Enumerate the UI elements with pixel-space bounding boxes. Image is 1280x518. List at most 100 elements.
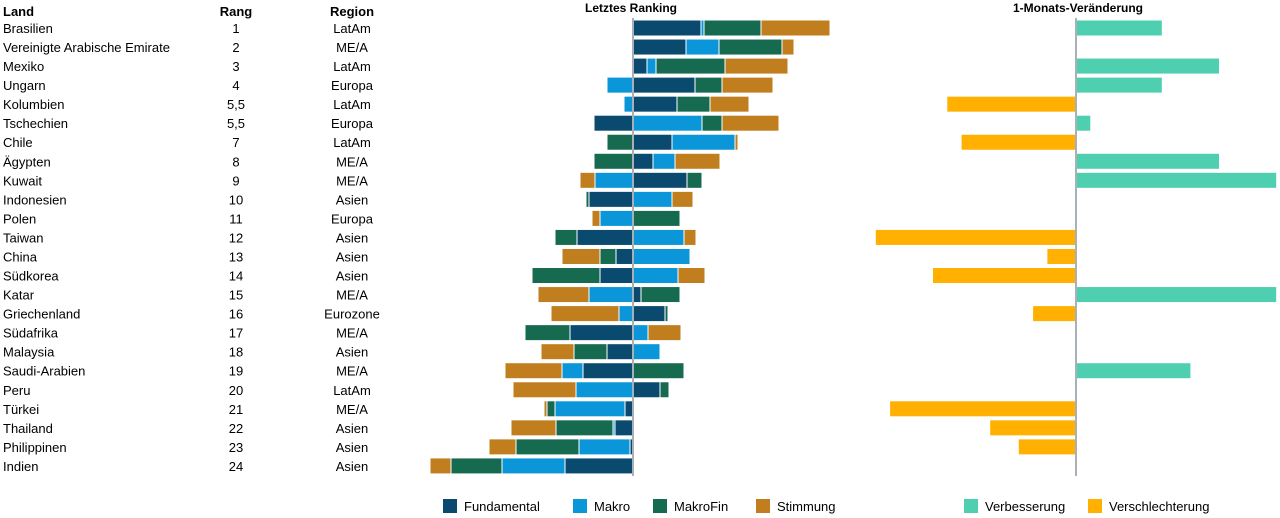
bar-makrofin bbox=[702, 115, 722, 131]
table-row: Chile 7 LatAm bbox=[3, 134, 1076, 150]
header-region: Region bbox=[330, 4, 374, 19]
land-label: Brasilien bbox=[3, 21, 53, 36]
rang-label: 9 bbox=[232, 173, 239, 188]
bar-fundamental bbox=[600, 268, 633, 284]
legend-label: MakroFin bbox=[674, 499, 728, 514]
region-label: LatAm bbox=[333, 59, 371, 74]
bar-stimmung bbox=[672, 191, 693, 207]
ranking-title: Letztes Ranking bbox=[585, 1, 677, 15]
bar-makro bbox=[672, 134, 735, 150]
bar-makro bbox=[633, 325, 648, 341]
bar-fundamental bbox=[633, 153, 653, 169]
change-bar-verschlechterung bbox=[990, 420, 1076, 436]
bar-stimmung bbox=[761, 20, 830, 36]
land-label: Chile bbox=[3, 135, 33, 150]
bar-stimmung bbox=[511, 420, 556, 436]
bar-stimmung bbox=[710, 96, 749, 112]
legend-label: Makro bbox=[594, 499, 630, 514]
table-row: Peru 20 LatAm bbox=[3, 382, 669, 398]
bar-makro bbox=[633, 115, 702, 131]
bar-makro bbox=[701, 20, 704, 36]
bar-fundamental bbox=[633, 172, 687, 188]
bar-makro bbox=[576, 382, 633, 398]
region-label: Asien bbox=[336, 192, 369, 207]
legend-label: Stimmung bbox=[777, 499, 836, 514]
bar-makro bbox=[633, 191, 672, 207]
region-label: Asien bbox=[336, 249, 369, 264]
change-bar-verschlechterung bbox=[933, 268, 1076, 284]
change-bar-verbesserung bbox=[1076, 287, 1277, 303]
bar-fundamental bbox=[633, 134, 672, 150]
region-label: LatAm bbox=[333, 97, 371, 112]
legend-item: MakroFin bbox=[653, 499, 728, 514]
rang-label: 5,5 bbox=[227, 97, 245, 112]
land-label: Kolumbien bbox=[3, 97, 64, 112]
bar-stimmung bbox=[541, 344, 574, 360]
land-label: Katar bbox=[3, 288, 35, 303]
land-label: Taiwan bbox=[3, 230, 43, 245]
rang-label: 16 bbox=[229, 307, 243, 322]
bar-stimmung bbox=[722, 115, 779, 131]
region-label: ME/A bbox=[336, 364, 368, 379]
bar-stimmung bbox=[430, 458, 451, 474]
land-label: Kuwait bbox=[3, 173, 42, 188]
rang-label: 12 bbox=[229, 230, 243, 245]
bar-fundamental bbox=[615, 420, 633, 436]
legend-item: Fundamental bbox=[443, 499, 540, 514]
rang-label: 24 bbox=[229, 459, 243, 474]
legend-swatch bbox=[1088, 499, 1102, 513]
change-bar-verbesserung bbox=[1076, 58, 1219, 74]
bar-makro bbox=[502, 458, 565, 474]
legend-swatch bbox=[756, 499, 770, 513]
bar-makrofin bbox=[594, 153, 633, 169]
bar-fundamental bbox=[570, 325, 633, 341]
land-label: Philippinen bbox=[3, 440, 67, 455]
legend-swatch bbox=[443, 499, 457, 513]
bar-stimmung bbox=[722, 77, 773, 93]
bar-makrofin bbox=[633, 363, 684, 379]
legend-item: Stimmung bbox=[756, 499, 836, 514]
bar-makrofin bbox=[656, 58, 725, 74]
region-label: Asien bbox=[336, 345, 369, 360]
bar-fundamental bbox=[633, 20, 701, 36]
bar-makrofin bbox=[600, 248, 616, 264]
legend-swatch bbox=[573, 499, 587, 513]
bar-stimmung bbox=[505, 363, 562, 379]
bar-makro bbox=[555, 401, 625, 417]
bar-makrofin bbox=[704, 20, 761, 36]
bar-makro bbox=[624, 96, 633, 112]
rang-label: 11 bbox=[229, 211, 243, 226]
bar-fundamental bbox=[633, 306, 665, 322]
change-bar-verschlechterung bbox=[1018, 439, 1076, 455]
region-label: LatAm bbox=[333, 135, 371, 150]
change-bar-verbesserung bbox=[1076, 363, 1191, 379]
change-title: 1-Monats-Veränderung bbox=[1013, 1, 1143, 15]
bar-makrofin bbox=[574, 344, 607, 360]
rang-label: 7 bbox=[232, 135, 239, 150]
legend-swatch bbox=[653, 499, 667, 513]
bar-makrofin bbox=[677, 96, 710, 112]
bar-makro bbox=[653, 153, 675, 169]
region-label: ME/A bbox=[336, 326, 368, 341]
table-row: Türkei 21 ME/A bbox=[3, 401, 1076, 417]
rang-label: 20 bbox=[229, 383, 243, 398]
region-label: Europa bbox=[331, 211, 374, 226]
rang-label: 5,5 bbox=[227, 116, 245, 131]
land-label: Ägypten bbox=[3, 154, 51, 169]
bar-stimmung bbox=[592, 210, 600, 226]
table-row: Malaysia 18 Asien bbox=[3, 344, 660, 360]
bar-makrofin bbox=[555, 229, 577, 245]
bar-fundamental bbox=[633, 77, 695, 93]
region-label: ME/A bbox=[336, 288, 368, 303]
table-row: Indien 24 Asien bbox=[3, 458, 633, 474]
header-rang: Rang bbox=[220, 4, 253, 19]
region-label: LatAm bbox=[333, 21, 371, 36]
bar-makrofin bbox=[665, 306, 668, 322]
bar-stimmung bbox=[538, 287, 589, 303]
bar-stimmung bbox=[562, 248, 600, 264]
bar-fundamental bbox=[594, 115, 633, 131]
bar-makro bbox=[613, 420, 615, 436]
table-row: Polen 11 Europa bbox=[3, 210, 680, 226]
bar-stimmung bbox=[735, 134, 738, 150]
